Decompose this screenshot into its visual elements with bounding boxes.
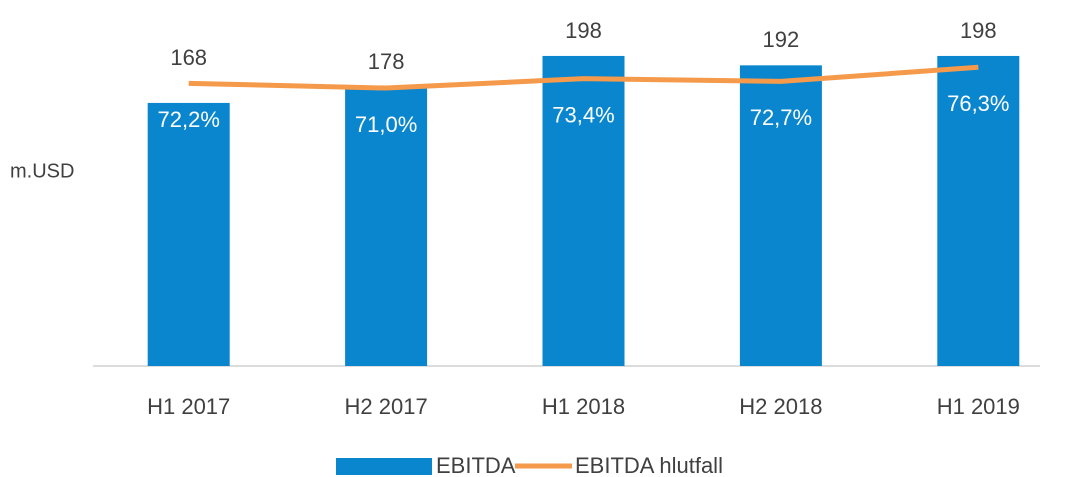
line — [188, 64, 979, 91]
bar — [739, 65, 822, 366]
line-value-label: 76,3% — [947, 91, 1009, 116]
x-tick-label: H1 2017 — [147, 394, 230, 419]
bar — [147, 102, 230, 366]
y-axis-label: m.USD — [10, 160, 74, 182]
x-tick-label: H2 2017 — [345, 394, 428, 419]
line-value-label: 71,0% — [355, 112, 417, 137]
bar-value-label: 168 — [170, 45, 207, 70]
x-tick-label: H2 2018 — [739, 394, 822, 419]
bar — [542, 55, 625, 366]
bar-value-label: 198 — [565, 18, 602, 43]
bar — [345, 87, 428, 366]
line-value-label: 72,2% — [158, 107, 220, 132]
legend-swatch — [336, 458, 432, 475]
bar-value-label: 178 — [368, 49, 405, 74]
legend-label: EBITDA hlutfall — [575, 453, 723, 477]
legend-label: EBITDA — [436, 453, 516, 477]
x-tick-label: H1 2018 — [542, 394, 625, 419]
x-tick-label: H1 2019 — [937, 394, 1020, 419]
bar-value-label: 192 — [763, 27, 800, 52]
line-value-label: 73,4% — [552, 102, 614, 127]
bar — [937, 55, 1020, 366]
bar-value-label: 198 — [960, 18, 997, 43]
line-value-label: 72,7% — [750, 105, 812, 130]
